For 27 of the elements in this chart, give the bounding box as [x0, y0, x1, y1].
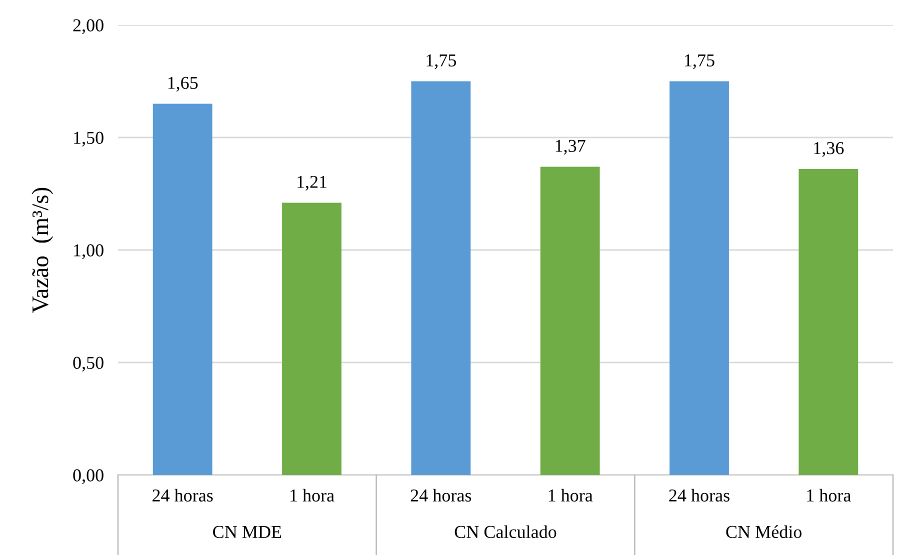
x-tick-label: 1 hora [807, 488, 851, 502]
bar [798, 169, 858, 475]
x-tick-label: 1 hora [290, 488, 334, 502]
bar [411, 81, 471, 475]
y-tick-label: 1,50 [74, 132, 104, 147]
data-label: 1,36 [814, 142, 844, 157]
x-tick-label: 1 hora [548, 488, 593, 502]
y-axis-title: Vazão (m³/s) [32, 188, 54, 313]
text: CN MDE [213, 526, 282, 538]
y-tick-label: 0,00 [73, 469, 104, 484]
text: CN Calculado [454, 525, 556, 538]
data-label: 1,65 [168, 76, 198, 92]
data-label: 1,75 [426, 54, 456, 70]
bar [670, 81, 729, 475]
bar [282, 202, 342, 475]
text: CN Médio [726, 525, 802, 538]
x-tick-label: 24 horas [410, 488, 472, 502]
x-tick-label: 24 horas [152, 488, 213, 502]
y-tick-label: 0,50 [73, 356, 104, 372]
y-tick-label: 2,00 [73, 19, 104, 34]
y-tick-label: 1,00 [74, 244, 104, 260]
x-tick-label: 24 horas [669, 488, 730, 502]
data-label: 1,21 [298, 176, 326, 191]
bar [152, 104, 212, 475]
data-label: 1,75 [685, 54, 714, 70]
data-label: 1,37 [556, 140, 586, 155]
bar [540, 166, 600, 475]
